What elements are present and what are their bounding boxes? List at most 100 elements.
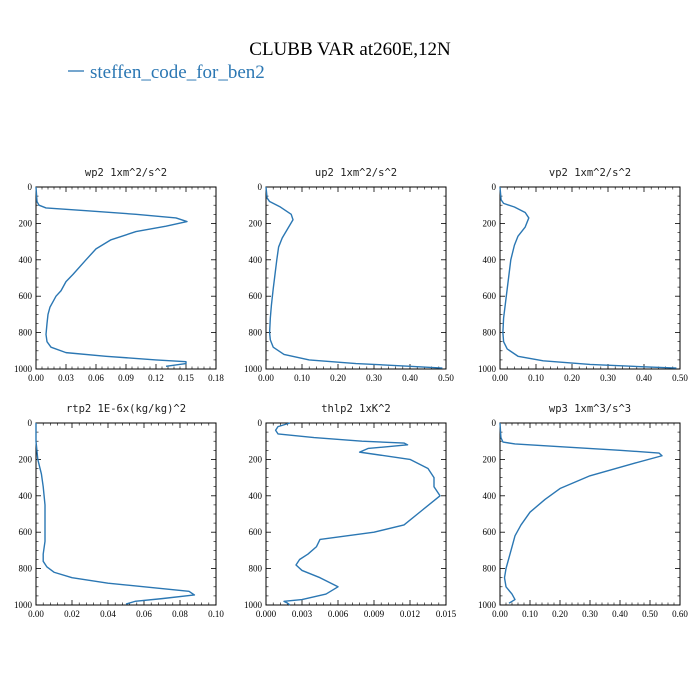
y-tick-label: 0: [258, 418, 263, 428]
y-tick-label: 200: [249, 454, 263, 464]
panel-4: rtp2 1E-6x(kg/kg)^2 0.00 0.02 0.04 0.06 0.08 0…: [14, 403, 224, 619]
y-tick-label: 200: [249, 218, 263, 228]
x-tick-label: 0.08: [172, 609, 188, 619]
y-tick-label: 200: [19, 454, 33, 464]
series-line-1: [35, 186, 188, 367]
y-tick-label: 800: [249, 564, 263, 574]
x-tick-label: 0.12: [148, 373, 164, 383]
y-tick-label: 400: [19, 255, 33, 265]
panel-title: wp2 1xm^2/s^2: [85, 167, 167, 179]
plot-frame: [499, 422, 681, 606]
y-tick-label: 1000: [478, 600, 497, 610]
panel-2: up2 1xm^2/s^2 0.00 0.10 0.20 0.30 0.40 0.50 0 20…: [244, 167, 454, 383]
x-tick-label: 0.015: [436, 609, 457, 619]
y-tick-label: 200: [483, 454, 497, 464]
panel-6: wp3 1xm^3/s^3 0.00 0.10 0.20 0.30 0.40 0.50 0.6…: [478, 403, 688, 619]
y-tick-label: 800: [19, 328, 33, 338]
x-tick-label: 0.000: [256, 609, 277, 619]
x-tick-label: 0.04: [100, 609, 116, 619]
chart-panels: wp2 1xm^2/s^2 0.00 0.03 0.06 0.09 0.12 0.15 0.1…: [14, 167, 688, 619]
y-tick-label: 200: [483, 218, 497, 228]
x-tick-label: 0.006: [328, 609, 349, 619]
plot-frame: [35, 422, 217, 606]
panel-title: up2 1xm^2/s^2: [315, 167, 397, 179]
figure-title: CLUBB VAR at260E,12N: [249, 39, 451, 60]
y-tick-label: 1000: [244, 600, 263, 610]
x-tick-label: 0.50: [438, 373, 454, 383]
x-tick-label: 0.40: [612, 609, 628, 619]
plot-frame: [265, 422, 447, 606]
y-tick-label: 1000: [14, 364, 33, 374]
y-tick-label: 400: [249, 491, 263, 501]
plot-frame: [265, 186, 447, 370]
x-tick-label: 0.009: [364, 609, 385, 619]
y-tick-label: 600: [19, 527, 33, 537]
x-tick-label: 0.00: [258, 373, 274, 383]
y-tick-label: 400: [483, 491, 497, 501]
x-tick-label: 0.20: [564, 373, 580, 383]
x-tick-label: 0.00: [28, 609, 44, 619]
x-tick-label: 0.06: [136, 609, 152, 619]
legend-label: steffen_code_for_ben2: [90, 62, 265, 83]
y-tick-label: 0: [492, 418, 497, 428]
y-tick-label: 600: [19, 291, 33, 301]
y-tick-label: 0: [258, 182, 263, 192]
y-tick-label: 0: [492, 182, 497, 192]
y-tick-label: 400: [19, 491, 33, 501]
panel-title: thlp2 1xK^2: [321, 403, 391, 415]
x-tick-label: 0.20: [330, 373, 346, 383]
y-tick-label: 400: [249, 255, 263, 265]
x-tick-label: 0.40: [636, 373, 652, 383]
y-tick-label: 600: [483, 527, 497, 537]
x-tick-label: 0.15: [178, 373, 194, 383]
y-tick-label: 600: [483, 291, 497, 301]
series-line-1: [35, 423, 196, 605]
panel-3: vp2 1xm^2/s^2 0.00 0.10 0.20 0.30 0.40 0.50 0 20…: [478, 167, 688, 383]
x-tick-label: 0.60: [672, 609, 688, 619]
panel-title: wp3 1xm^3/s^3: [549, 403, 631, 415]
series-line-1: [274, 422, 441, 606]
x-tick-label: 0.30: [366, 373, 382, 383]
y-tick-label: 800: [483, 564, 497, 574]
panel-title: vp2 1xm^2/s^2: [549, 167, 631, 179]
panel-5: thlp2 1xK^2 0.000 0.003 0.006 0.009 0.012 0.01…: [244, 403, 457, 619]
x-tick-label: 0.00: [28, 373, 44, 383]
x-tick-label: 0.40: [402, 373, 418, 383]
y-tick-label: 800: [19, 564, 33, 574]
y-tick-label: 800: [483, 328, 497, 338]
y-tick-label: 800: [249, 328, 263, 338]
series-line-1: [499, 422, 663, 604]
x-tick-label: 0.00: [492, 609, 508, 619]
series-line-1: [265, 186, 443, 369]
x-tick-label: 0.10: [522, 609, 538, 619]
y-tick-label: 600: [249, 291, 263, 301]
y-tick-label: 600: [249, 527, 263, 537]
x-tick-label: 0.10: [208, 609, 224, 619]
x-tick-label: 0.09: [118, 373, 134, 383]
y-tick-label: 1000: [14, 600, 33, 610]
x-tick-label: 0.30: [600, 373, 616, 383]
panel-title: rtp2 1E-6x(kg/kg)^2: [66, 403, 186, 415]
y-tick-label: 0: [28, 418, 33, 428]
x-tick-label: 0.00: [492, 373, 508, 383]
x-tick-label: 0.10: [528, 373, 544, 383]
panel-1: wp2 1xm^2/s^2 0.00 0.03 0.06 0.09 0.12 0.15 0.1…: [14, 167, 224, 383]
x-tick-label: 0.012: [400, 609, 420, 619]
x-tick-label: 0.10: [294, 373, 310, 383]
x-tick-label: 0.03: [58, 373, 74, 383]
x-tick-label: 0.003: [292, 609, 313, 619]
series-line-1: [499, 186, 677, 369]
y-tick-label: 0: [28, 182, 33, 192]
y-tick-label: 1000: [244, 364, 263, 374]
x-tick-label: 0.50: [672, 373, 688, 383]
y-tick-label: 1000: [478, 364, 497, 374]
x-tick-label: 0.50: [642, 609, 658, 619]
y-tick-label: 200: [19, 218, 33, 228]
x-tick-label: 0.06: [88, 373, 104, 383]
x-tick-label: 0.18: [208, 373, 224, 383]
x-tick-label: 0.02: [64, 609, 80, 619]
plot-frame: [35, 186, 217, 370]
x-tick-label: 0.20: [552, 609, 568, 619]
y-tick-label: 400: [483, 255, 497, 265]
